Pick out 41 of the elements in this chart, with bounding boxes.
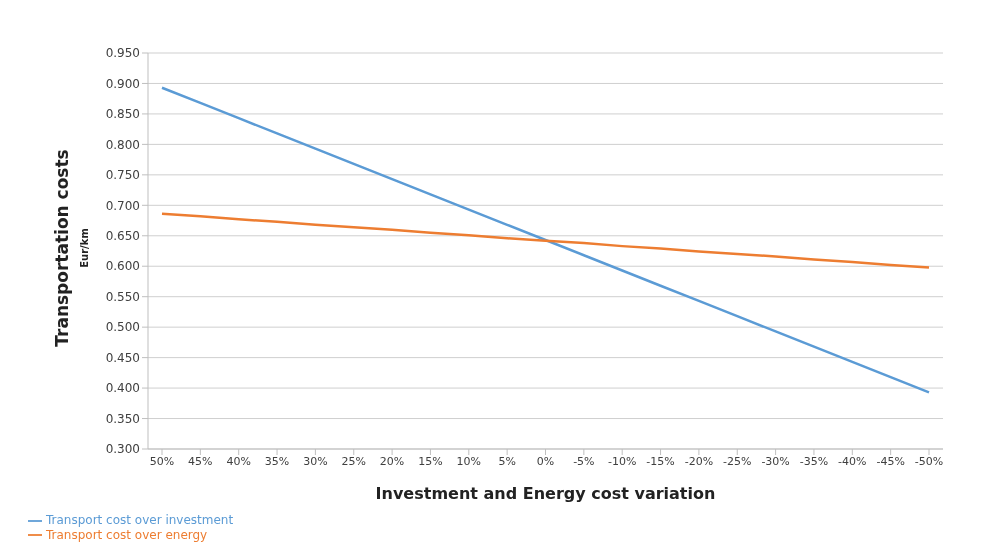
y-tick-label: 0.850 bbox=[105, 107, 140, 122]
y-tick-label: 0.800 bbox=[105, 137, 140, 152]
x-tick-label: -15% bbox=[646, 454, 675, 468]
x-tick-label: 15% bbox=[418, 454, 443, 468]
y-axis-title: Transportation costs Eur/km bbox=[48, 118, 98, 378]
y-tick-label: 0.600 bbox=[105, 259, 140, 274]
x-tick-label: 30% bbox=[303, 454, 328, 468]
x-tick-label: 35% bbox=[264, 454, 290, 468]
x-tick-label: -20% bbox=[684, 454, 714, 468]
x-tick-label: -5% bbox=[573, 454, 595, 468]
legend-label: Transport cost over investment bbox=[46, 513, 234, 527]
x-tick-label: -40% bbox=[838, 454, 867, 468]
x-tick-label: 25% bbox=[341, 454, 366, 468]
y-tick-label: 0.900 bbox=[105, 76, 140, 91]
x-tick-label: 20% bbox=[379, 454, 405, 468]
x-tick-label: -30% bbox=[761, 454, 790, 468]
y-tick-label: 0.750 bbox=[105, 168, 140, 183]
x-axis-title: Investment and Energy cost variation bbox=[375, 484, 716, 503]
x-tick-label: -50% bbox=[914, 454, 944, 468]
y-tick-label: 0.950 bbox=[105, 46, 140, 61]
y-tick-label: 0.550 bbox=[105, 289, 140, 304]
y-tick-label: 0.350 bbox=[105, 411, 140, 426]
y-tick-label: 0.700 bbox=[105, 198, 140, 213]
line-series bbox=[160, 86, 931, 394]
x-tick-label: 45% bbox=[188, 454, 213, 468]
x-tick-label: -35% bbox=[799, 454, 829, 468]
x-tick-label: 50% bbox=[149, 454, 175, 468]
y-tick-label: 0.300 bbox=[105, 442, 140, 457]
y-tick-label: 0.500 bbox=[105, 320, 140, 335]
line-series bbox=[160, 212, 931, 269]
x-tick-label: -10% bbox=[607, 454, 637, 468]
x-tick-label: 40% bbox=[226, 454, 251, 468]
x-tick-label: 5% bbox=[498, 454, 516, 468]
y-tick-label: 0.650 bbox=[105, 229, 140, 244]
y-tick-label: 0.450 bbox=[105, 350, 140, 365]
y-tick-label: 0.400 bbox=[105, 381, 140, 396]
x-tick-label: -25% bbox=[723, 454, 752, 468]
legend-label: Transport cost over energy bbox=[46, 527, 208, 542]
x-tick-label: 0% bbox=[536, 454, 555, 468]
x-tick-label: -45% bbox=[876, 454, 905, 468]
x-tick-label: 10% bbox=[456, 454, 482, 468]
